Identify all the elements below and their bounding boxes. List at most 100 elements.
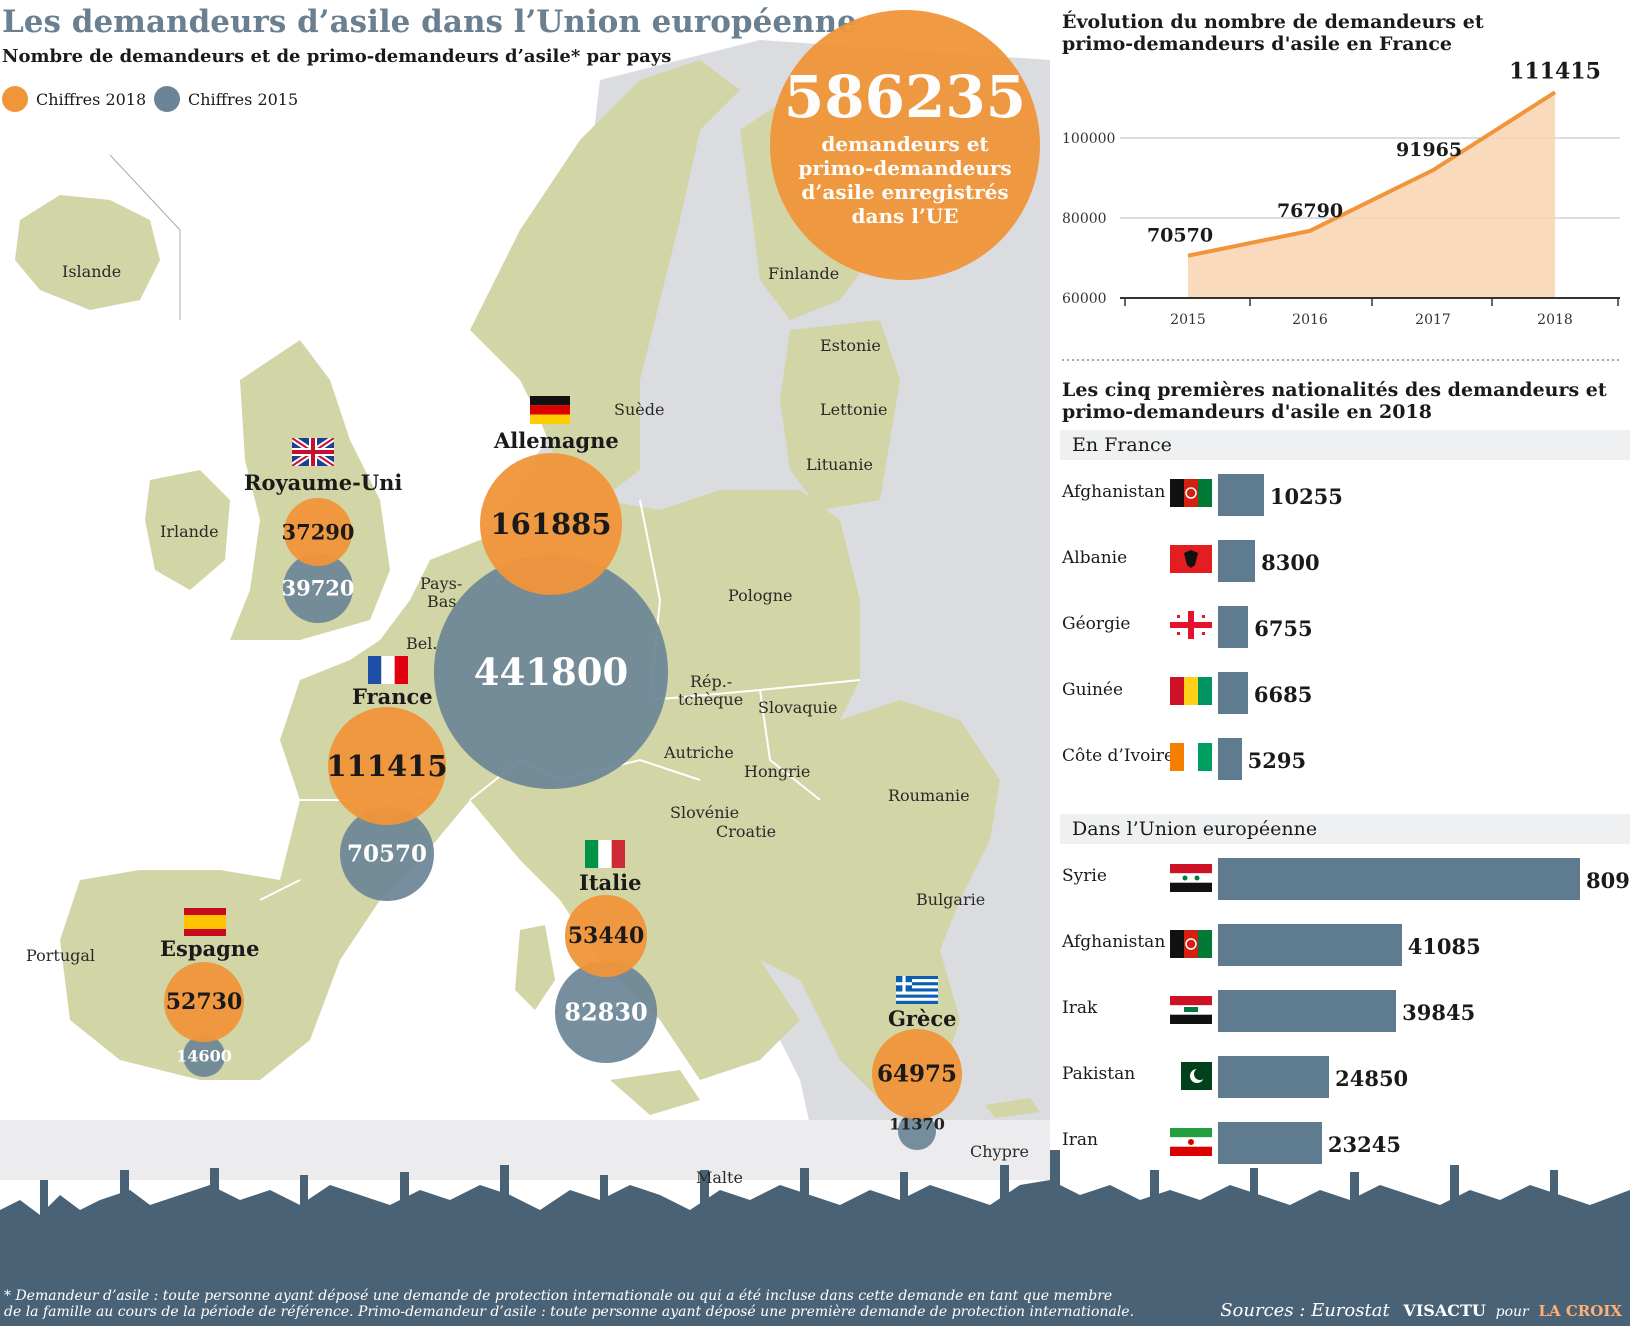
label-irlande: Irlande [160, 522, 219, 541]
country-label-royaume-uni: Royaume-Uni [244, 470, 403, 495]
xtick-label-1: 2016 [1292, 312, 1328, 328]
label-lituanie: Lituanie [806, 455, 873, 474]
footnote-line-2: de la famille au cours de la période de … [4, 1304, 1135, 1320]
eu-bar-3 [1218, 1056, 1330, 1098]
land-baltics [780, 320, 900, 510]
xtick-label-2: 2017 [1415, 312, 1451, 328]
france-flag-icon [368, 656, 408, 684]
france-value-0: 10255 [1269, 484, 1343, 509]
bubble-2018-value-5: 64975 [876, 1060, 958, 1088]
nationalities-title-line-2: primo-demandeurs d'asile en 2018 [1062, 400, 1432, 423]
footnote-line-1: * Demandeur d’asile : toute personne aya… [4, 1288, 1113, 1304]
evolution-title-line-1: Évolution du nombre de demandeurs et [1062, 11, 1484, 33]
bubble-2018-value-1: 161885 [490, 507, 612, 541]
evolution-area [1188, 92, 1555, 298]
eu-band: Dans l’Union européenne [1060, 814, 1630, 844]
uk-flag-icon [292, 438, 334, 466]
evolution-line [1187, 90, 1557, 258]
bubble-2015-value-1: 441800 [473, 650, 629, 694]
evolution-value-3: 111415 [1509, 58, 1601, 84]
eu-country-0: Syrie [1062, 866, 1107, 886]
bubble-2015-value-5: 11370 [889, 1114, 945, 1134]
evolution-title-line-2: primo-demandeurs d'asile en France [1062, 32, 1453, 55]
bubble-2018-5 [872, 1029, 962, 1119]
france-bar-1 [1218, 540, 1256, 582]
france-country-1: Albanie [1062, 548, 1128, 568]
en-france-band: En France [1060, 430, 1630, 460]
france-country-0: Afghanistan [1062, 482, 1166, 502]
country-label-france: France [352, 684, 433, 709]
sources-text: Sources : Eurostat [1220, 1300, 1390, 1321]
syria-flag-icon [1170, 864, 1212, 892]
country-label-italie: Italie [579, 870, 642, 895]
eu-country-1: Afghanistan [1062, 932, 1166, 952]
xtick-label-3: 2018 [1537, 312, 1573, 328]
bubble-2018-value-2: 111415 [326, 749, 448, 783]
country-label-grece: Grèce [888, 1006, 957, 1031]
footnote: * Demandeur d’asile : toute personne aya… [4, 1288, 1144, 1320]
italy-flag-icon [585, 840, 625, 868]
label-portugal: Portugal [26, 946, 96, 965]
afghanistan-eu-flag-icon [1170, 930, 1212, 958]
label-belgique: Bel. [406, 634, 438, 653]
france-value-4: 5295 [1247, 748, 1307, 773]
france-country-2: Géorgie [1062, 614, 1131, 634]
migrants-silhouette-band [0, 1180, 1630, 1280]
albania-flag-icon [1170, 545, 1212, 573]
eu-country-2: Irak [1062, 998, 1098, 1018]
land-cyprus [985, 1098, 1040, 1118]
credit-pour: pour [1495, 1304, 1529, 1320]
label-pays-bas-1: Pays- [420, 574, 463, 593]
guinea-flag-icon [1170, 677, 1212, 705]
eu-bar-1 [1218, 924, 1402, 966]
eu-bar-0 [1218, 858, 1580, 900]
label-slovenie: Slovénie [670, 803, 740, 822]
pakistan-flag-icon [1170, 1062, 1212, 1090]
france-value-1: 8300 [1261, 550, 1320, 575]
germany-flag-icon [530, 396, 570, 424]
label-finlande: Finlande [768, 264, 840, 283]
bubble-2018-value-0: 37290 [281, 519, 355, 545]
label-croatie: Croatie [716, 822, 777, 841]
label-rep-tcheque-2: tchèque [678, 690, 744, 709]
eu-bar-2 [1218, 990, 1397, 1032]
france-value-2: 6755 [1254, 616, 1313, 641]
total-text-4: dans l’UE [851, 204, 959, 228]
greece-flag-icon [896, 976, 938, 1004]
country-label-espagne: Espagne [160, 936, 260, 961]
country-label-allemagne: Allemagne [494, 428, 619, 453]
label-pays-bas-2: Bas [427, 592, 457, 611]
label-malte: Malte [696, 1168, 743, 1187]
france-country-4: Côte d’Ivoire [1062, 746, 1175, 766]
france-value-3: 6685 [1253, 682, 1313, 707]
land-scandinavia [470, 60, 740, 500]
france-evolution-line-chart: 60000 80000 100000 70570 76790 91965 111415 201… [1062, 58, 1620, 328]
france-country-3: Guinée [1062, 680, 1124, 700]
bubble-2015-4 [555, 961, 657, 1063]
eu-country-3: Pakistan [1062, 1064, 1136, 1084]
eu-value-4: 23245 [1327, 1132, 1401, 1157]
sources: Sources : Eurostat VISACTU pour LA CROIX [1220, 1300, 1622, 1321]
france-bar-0 [1218, 474, 1264, 516]
label-autriche: Autriche [664, 743, 734, 762]
france-bar-4 [1218, 738, 1242, 780]
la-croix-logo: LA CROIX [1538, 1302, 1622, 1320]
bubble-2018-3 [163, 961, 245, 1043]
land-continent [60, 490, 1000, 1100]
evolution-value-1: 76790 [1277, 200, 1343, 222]
land-iceland [15, 195, 160, 310]
bubble-2018-value-4: 53440 [567, 923, 645, 949]
label-suede: Suède [614, 400, 665, 419]
france-bar-2 [1218, 606, 1249, 648]
total-text-1: demandeurs et [821, 132, 989, 156]
label-islande: Islande [62, 262, 122, 281]
xtick-label-0: 2015 [1170, 312, 1206, 328]
bubble-2015-value-4: 82830 [564, 997, 648, 1027]
cote-divoire-flag-icon [1170, 743, 1212, 771]
visactu-logo: VISACTU [1403, 1301, 1486, 1320]
label-estonie: Estonie [820, 336, 881, 355]
bubble-2018-4 [565, 895, 647, 977]
page-subtitle: Nombre de demandeurs et de primo-demande… [2, 46, 672, 67]
bubble-2015-value-0: 39720 [281, 575, 355, 601]
